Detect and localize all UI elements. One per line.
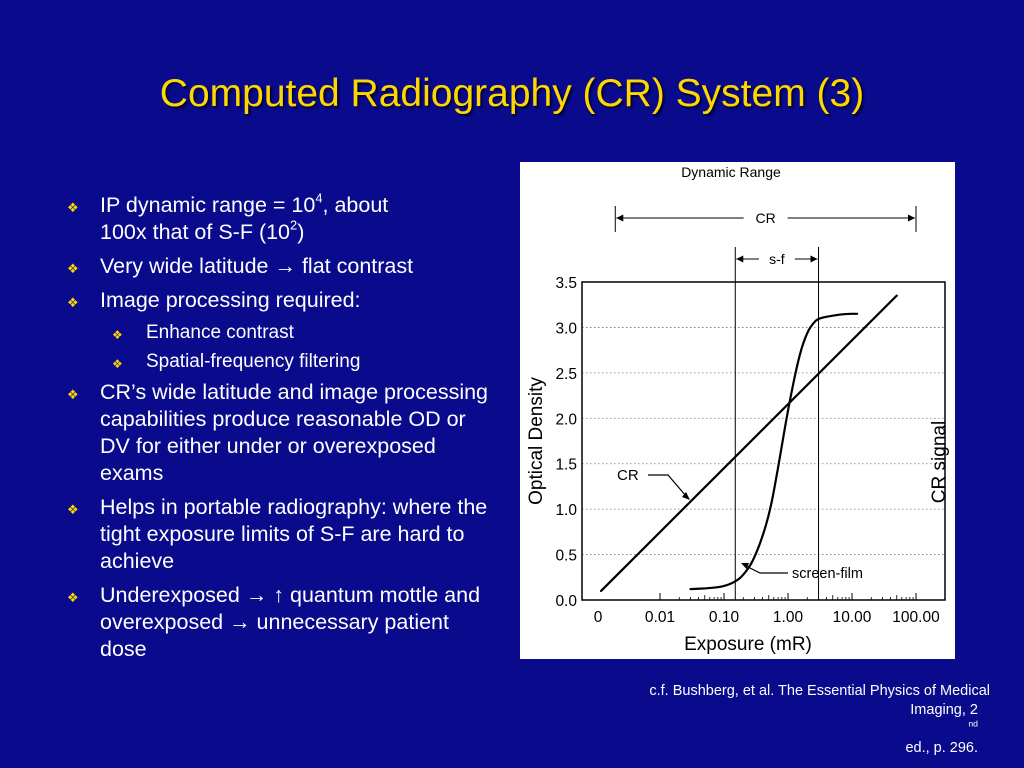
annotation-arrowhead [682,492,690,500]
x-tick-label: 0.10 [709,609,740,626]
bullet-item: ❖ Very wide latitude → flat contrast [60,253,500,280]
range-label: s-f [769,251,785,267]
range-arrowhead [908,214,915,222]
sub-bullet-text: Spatial-frequency filtering [146,351,361,372]
range-arrowhead [736,255,744,263]
x-tick-label: 100.00 [892,609,940,626]
sub-bullet-item: ❖ Spatial-frequency filtering [60,350,500,374]
series-line [689,312,859,591]
y2-axis-label: CR signal [929,421,950,503]
annotation-arrowhead [741,563,749,569]
y-tick-label: 2.0 [555,411,577,428]
bullet-text: Underexposed → ↑ quantum mottle and over… [100,583,481,661]
chart-title: Dynamic Range [681,164,781,180]
bullet-text: Very wide latitude → flat contrast [100,254,414,278]
y-axis-label: Optical Density [526,377,547,505]
diamond-bullet-icon: ❖ [67,295,79,310]
diamond-bullet-icon: ❖ [67,261,79,276]
y-tick-label: 2.5 [555,366,577,383]
range-arrowhead [810,255,818,263]
bullet-item: ❖ Underexposed → ↑ quantum mottle and ov… [60,582,500,663]
bullet-text: Helps in portable radiography: where the… [100,495,488,573]
x-tick-label: 10.00 [833,609,872,626]
bullet-item: ❖ CR’s wide latitude and image processin… [60,379,500,487]
citation-line-1: c.f. Bushberg, et al. The Essential Phys… [649,683,990,699]
series-line [599,294,898,593]
bullet-item: ❖ Image processing required: [60,287,500,314]
bullet-item: ❖ IP dynamic range = 104, about 100x tha… [60,190,500,246]
diamond-bullet-icon: ❖ [67,387,79,402]
annotation-label: CR [617,467,639,484]
bullet-text: Image processing required: [100,288,361,312]
citation: c.f. Bushberg, et al. The Essential Phys… [530,682,990,758]
range-label: CR [756,210,776,226]
range-arrowhead [616,214,624,222]
y-tick-label: 1.5 [555,457,577,474]
slide-title: Computed Radiography (CR) System (3) [159,72,865,115]
x-tick-label: 0.01 [645,609,675,626]
annotation-arrow [745,565,788,574]
dynamic-range-chart: Dynamic Range 0.0 0.5 1.0 1.5 2.0 2.5 3.0 3.5 0 0.… [526,164,950,655]
y-tick-label: 0.5 [555,548,577,565]
sub-bullet-item: ❖ Enhance contrast [60,321,500,345]
y-tick-label: 3.0 [555,320,577,337]
bullet-superscript: 4 [315,190,323,206]
bullet-list: ❖ IP dynamic range = 104, about 100x tha… [60,190,500,670]
x-tick-label: 1.00 [773,609,804,626]
bullet-text-after: , about [322,193,389,217]
x-axis-label: Exposure (mR) [684,634,812,655]
diamond-bullet-icon: ❖ [112,328,123,342]
figure-panel: Dynamic Range 0.0 0.5 1.0 1.5 2.0 2.5 3.0 3.5 0 0.… [520,162,955,659]
diamond-bullet-icon: ❖ [112,357,123,371]
diamond-bullet-icon: ❖ [67,590,79,605]
bullet-item: ❖ Helps in portable radiography: where t… [60,494,500,575]
bullet-text-continued: 100x that of S-F (102) [100,217,305,244]
plot-frame [581,281,946,601]
x-tick-label: 0 [594,609,603,626]
diamond-bullet-icon: ❖ [67,200,79,215]
y-tick-label: 0.0 [555,593,577,610]
diamond-bullet-icon: ❖ [67,502,79,517]
y-tick-label: 3.5 [555,275,577,292]
bullet-text: CR’s wide latitude and image processing … [100,380,489,485]
annotation-arrow [648,474,687,497]
sub-bullet-text: Enhance contrast [146,322,294,343]
bullet-text: IP dynamic range = 10 [100,193,316,217]
annotation-label: screen-film [792,566,863,582]
y-tick-label: 1.0 [555,502,577,519]
